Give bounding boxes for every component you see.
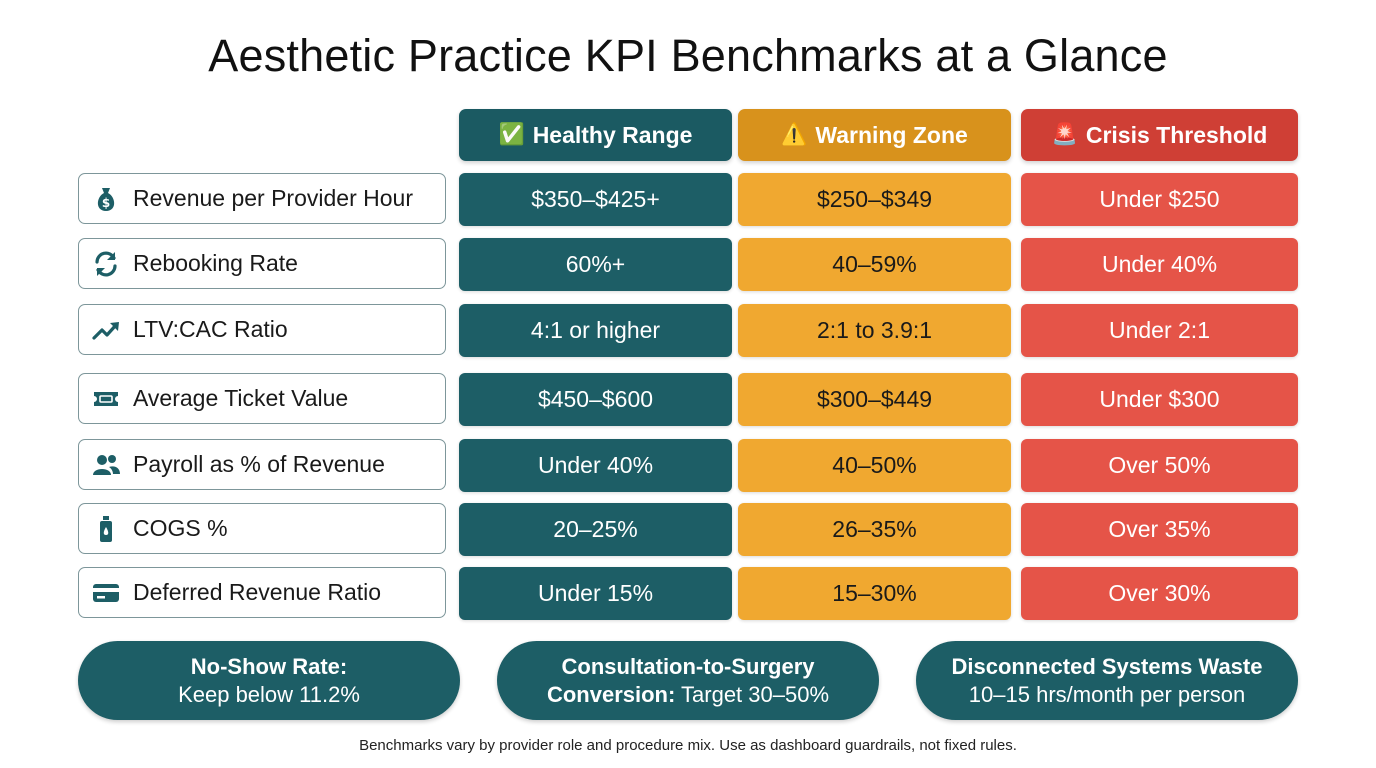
callout-heading: Consultation-to-Surgery (561, 653, 815, 679)
credit-card-icon (93, 583, 119, 602)
crisis-value: Under 2:1 (1021, 304, 1298, 357)
header-healthy-range: ✅ Healthy Range (459, 109, 732, 161)
warning-value: $250–$349 (738, 173, 1011, 226)
kpi-label: Payroll as % of Revenue (78, 439, 446, 490)
warning-value: $300–$449 (738, 373, 1011, 426)
check-icon: ✅ (498, 123, 525, 146)
crisis-value: Under $300 (1021, 373, 1298, 426)
healthy-value: $450–$600 (459, 373, 732, 426)
kpi-label: Rebooking Rate (78, 238, 446, 289)
kpi-row-cogs-percent: COGS % 20–25% 26–35% Over 35% (78, 503, 1298, 556)
kpi-label-text: Rebooking Rate (133, 250, 298, 276)
warning-value: 40–50% (738, 439, 1011, 492)
kpi-label-text: COGS % (133, 515, 228, 541)
people-icon (93, 454, 120, 475)
footnote: Benchmarks vary by provider role and pro… (359, 737, 1017, 754)
kpi-row-payroll-percent-revenue: Payroll as % of Revenue Under 40% 40–50%… (78, 439, 1298, 492)
kpi-label: LTV:CAC Ratio (78, 304, 446, 355)
header-warning-label: Warning Zone (815, 121, 968, 148)
siren-icon: 🚨 (1051, 123, 1078, 146)
crisis-value: Under 40% (1021, 238, 1298, 291)
healthy-value: 20–25% (459, 503, 732, 556)
callout-heading: No-Show Rate: (190, 653, 348, 679)
kpi-label-text: Average Ticket Value (133, 385, 349, 411)
kpi-label: Average Ticket Value (78, 373, 446, 424)
crisis-value: Over 50% (1021, 439, 1298, 492)
crisis-value: Under $250 (1021, 173, 1298, 226)
ticket-icon (94, 391, 118, 406)
kpi-label-text: Payroll as % of Revenue (133, 451, 385, 477)
callout-text: Target 30–50% (675, 681, 830, 707)
no-show-rate-callout: No-Show Rate: Keep below 11.2% (78, 641, 460, 720)
product-bottle-icon (100, 515, 112, 542)
kpi-row-ltv-cac-ratio: LTV:CAC Ratio 4:1 or higher 2:1 to 3.9:1… (78, 304, 1298, 357)
header-crisis-label: Crisis Threshold (1085, 121, 1268, 148)
callout-heading-2: Conversion: (546, 681, 676, 707)
crisis-value: Over 30% (1021, 567, 1298, 620)
crisis-value: Over 35% (1021, 503, 1298, 556)
kpi-label: Deferred Revenue Ratio (78, 567, 446, 618)
kpi-label-text: Revenue per Provider Hour (133, 185, 413, 211)
warning-value: 15–30% (738, 567, 1011, 620)
money-bag-icon: $ (97, 187, 115, 211)
callout-heading: Disconnected Systems Waste (951, 653, 1263, 679)
kpi-row-rebooking-rate: Rebooking Rate 60%+ 40–59% Under 40% (78, 238, 1298, 291)
warning-value: 26–35% (738, 503, 1011, 556)
healthy-value: Under 15% (459, 567, 732, 620)
trend-up-icon (92, 321, 119, 340)
healthy-value: $350–$425+ (459, 173, 732, 226)
warning-icon: ⚠️ (781, 123, 808, 146)
healthy-value: 4:1 or higher (459, 304, 732, 357)
kpi-row-average-ticket-value: Average Ticket Value $450–$600 $300–$449… (78, 373, 1298, 426)
refresh-icon (95, 251, 117, 276)
healthy-value: 60%+ (459, 238, 732, 291)
kpi-label: COGS % (78, 503, 446, 554)
kpi-row-deferred-revenue-ratio: Deferred Revenue Ratio Under 15% 15–30% … (78, 567, 1298, 620)
kpi-label-text: LTV:CAC Ratio (133, 316, 288, 342)
header-crisis-threshold: 🚨 Crisis Threshold (1021, 109, 1298, 161)
header-warning-zone: ⚠️ Warning Zone (738, 109, 1011, 161)
callout-text: Keep below 11.2% (178, 681, 360, 707)
kpi-row-revenue-per-provider-hour: $ Revenue per Provider Hour $350–$425+ $… (78, 173, 1298, 226)
header-healthy-label: Healthy Range (532, 121, 693, 148)
page-title: Aesthetic Practice KPI Benchmarks at a G… (208, 30, 1168, 81)
warning-value: 2:1 to 3.9:1 (738, 304, 1011, 357)
healthy-value: Under 40% (459, 439, 732, 492)
svg-text:$: $ (102, 196, 110, 210)
kpi-label-text: Deferred Revenue Ratio (133, 579, 382, 605)
disconnected-systems-callout: Disconnected Systems Waste 10–15 hrs/mon… (916, 641, 1298, 720)
callout-text: 10–15 hrs/month per person (968, 681, 1246, 707)
warning-value: 40–59% (738, 238, 1011, 291)
kpi-label: $ Revenue per Provider Hour (78, 173, 446, 224)
consultation-conversion-callout: Consultation-to-Surgery Conversion: Targ… (497, 641, 879, 720)
